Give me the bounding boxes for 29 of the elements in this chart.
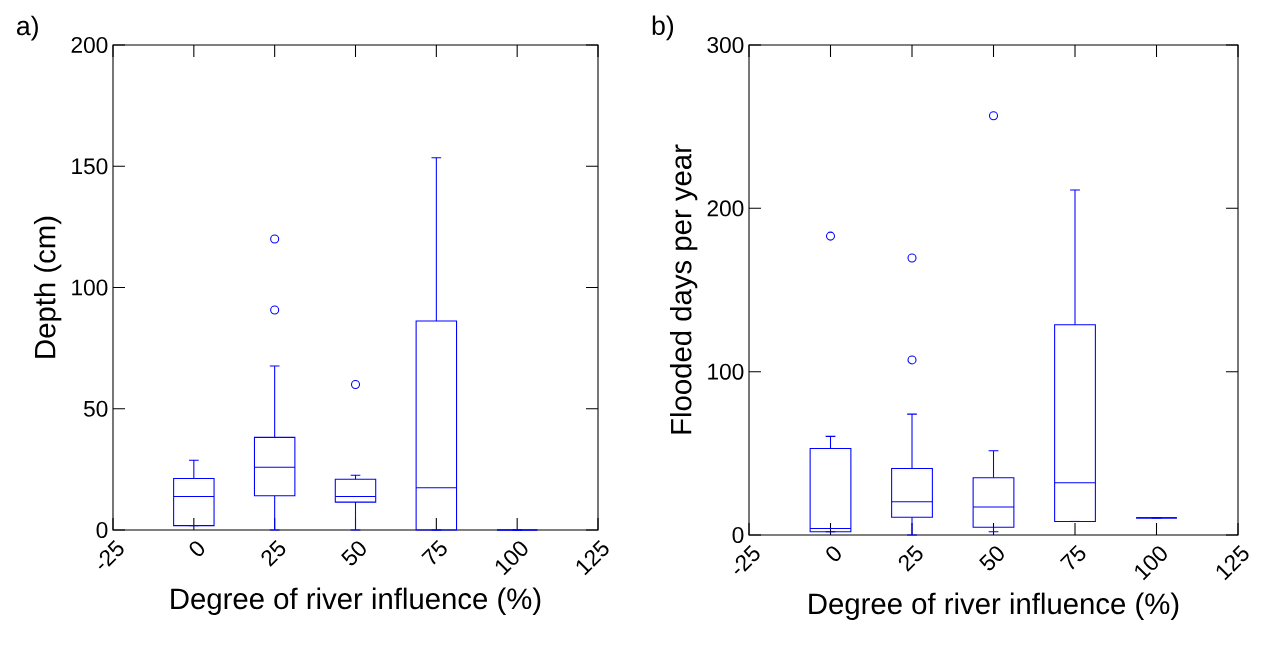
y-tick-label: 200	[71, 36, 108, 54]
y-tick-label: 50	[83, 400, 108, 417]
x-tick-label: 75	[421, 539, 447, 565]
x-tick-label: 0	[189, 541, 205, 556]
x-tick-label: 25	[261, 540, 286, 567]
x-tick-label: -25	[734, 545, 760, 574]
x-axis-title: Degree of river influence (%)	[171, 587, 541, 615]
y-axis-title: Flooded days per year	[669, 144, 698, 434]
text: a)	[16, 15, 38, 41]
x-tick-label: 50	[979, 546, 1004, 571]
y-axis-title: Depth (cm)	[33, 216, 62, 358]
x-tick-label: 25	[898, 545, 923, 572]
y-tick-label: 100	[708, 363, 744, 380]
y-tick-label: 200	[707, 200, 744, 217]
x-tick-label: 125	[1216, 545, 1249, 581]
x-tick-label: 100	[495, 541, 528, 576]
y-tick-label: 300	[707, 36, 744, 54]
y-tick-label: 150	[72, 158, 108, 175]
y-tick-label: 0	[96, 521, 108, 539]
x-tick-label: 50	[341, 541, 366, 566]
text: b)	[652, 15, 674, 41]
x-axis-title: Degree of river influence (%)	[809, 592, 1179, 620]
y-tick-label: 0	[732, 526, 744, 544]
x-tick-label: 100	[1135, 546, 1167, 581]
x-tick-label: 125	[576, 540, 609, 576]
y-tick-label: 100	[72, 279, 108, 296]
x-tick-label: 0	[826, 546, 841, 561]
x-tick-label: 75	[1059, 544, 1086, 570]
x-tick-label: -25	[98, 540, 124, 569]
